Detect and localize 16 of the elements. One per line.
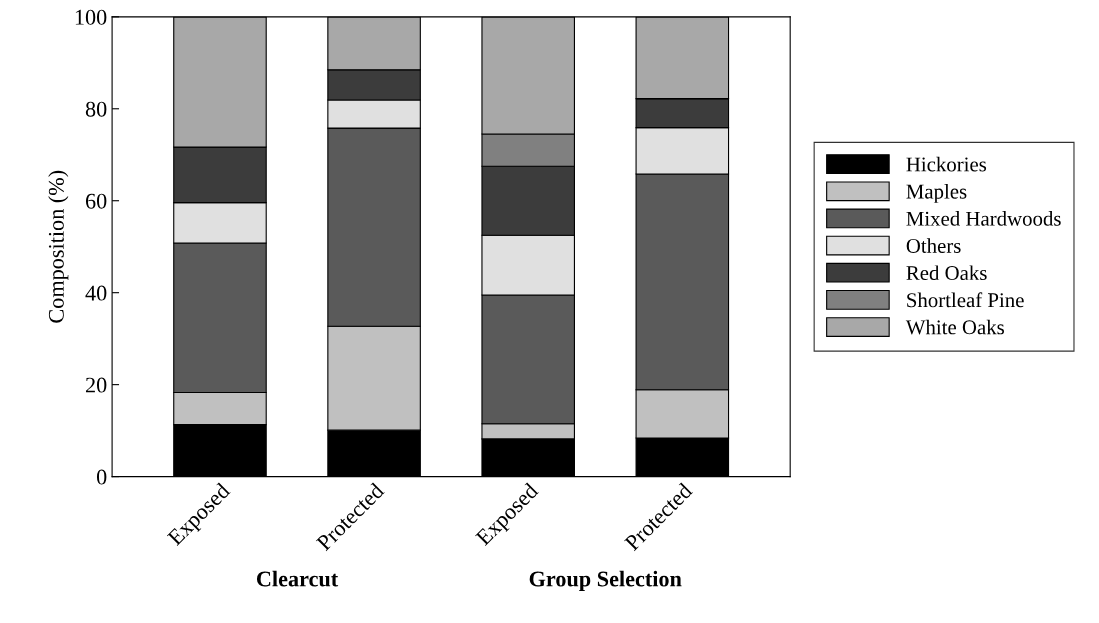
legend-label: Hickories: [906, 156, 987, 172]
legend-label: Others: [906, 238, 961, 253]
y-tick-label: 20: [85, 377, 107, 393]
y-tick-label: 60: [85, 193, 107, 209]
y-tick-label: 0: [96, 469, 107, 485]
y-tick-label: 80: [85, 101, 107, 117]
text: Group Selection: [529, 570, 682, 591]
legend-label: White Oaks: [905, 319, 1004, 335]
legend-label: Mixed Hardwoods: [906, 211, 1061, 226]
y-tick-label: 40: [85, 285, 107, 301]
text: Clearcut: [256, 570, 339, 587]
legend-label: Red Oaks: [906, 265, 987, 281]
y-tick-label: 100: [75, 9, 107, 25]
legend-label: Shortleaf Pine: [907, 292, 1024, 308]
y-axis-title: Composition (%): [48, 170, 69, 323]
legend-label: Maples: [906, 183, 967, 203]
